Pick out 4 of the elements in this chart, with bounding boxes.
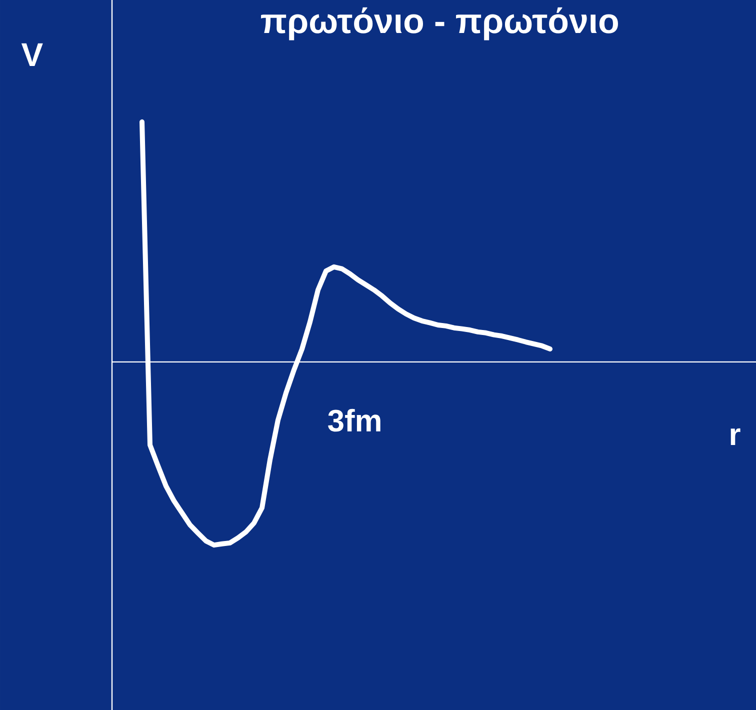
chart-title: πρωτόνιο - πρωτόνιο (261, 7, 618, 40)
y-axis-title: V (21, 43, 43, 66)
annotation: 3fm (328, 408, 380, 432)
text: r (730, 428, 740, 445)
